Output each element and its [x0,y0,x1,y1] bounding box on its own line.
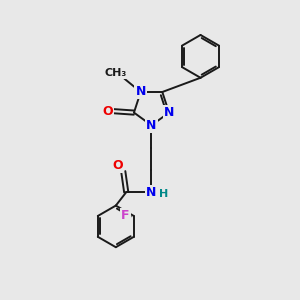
Text: H: H [159,189,169,199]
Text: N: N [136,85,146,98]
Text: N: N [146,186,156,199]
Text: N: N [146,119,157,132]
Text: O: O [103,105,113,118]
Text: N: N [164,106,174,119]
Text: F: F [121,209,130,222]
Text: CH₃: CH₃ [105,68,127,78]
Text: O: O [112,159,123,172]
